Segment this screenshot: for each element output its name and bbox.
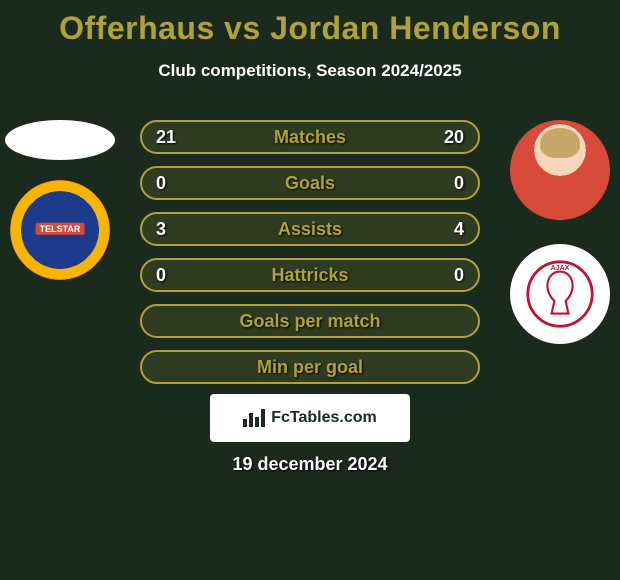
player1-avatar <box>5 120 115 160</box>
stat-value-left: 21 <box>156 127 196 148</box>
branding-badge: FcTables.com <box>210 394 410 442</box>
stat-value-left: 3 <box>156 219 196 240</box>
stat-label: Matches <box>196 127 424 148</box>
ajax-logo-icon: AJAX <box>525 259 595 329</box>
stat-row: 3Assists4 <box>140 212 480 246</box>
stat-row: Min per goal <box>140 350 480 384</box>
stat-value-right: 0 <box>424 173 464 194</box>
player2-club-crest: AJAX <box>510 244 610 344</box>
branding-text: FcTables.com <box>271 409 377 427</box>
stat-row: 0Goals0 <box>140 166 480 200</box>
date-label: 19 december 2024 <box>0 454 620 475</box>
stat-label: Min per goal <box>257 357 363 378</box>
player2-name: Jordan Henderson <box>270 10 561 46</box>
stats-table: 21Matches200Goals03Assists40Hattricks0Go… <box>140 120 480 396</box>
svg-text:AJAX: AJAX <box>551 265 570 272</box>
player1-column <box>0 100 120 280</box>
stat-label: Goals <box>196 173 424 194</box>
stat-value-right: 4 <box>424 219 464 240</box>
player1-club-crest <box>10 180 110 280</box>
player2-avatar <box>510 120 610 220</box>
stat-row: 21Matches20 <box>140 120 480 154</box>
stat-row: 0Hattricks0 <box>140 258 480 292</box>
stat-value-left: 0 <box>156 173 196 194</box>
stat-value-left: 0 <box>156 265 196 286</box>
stat-value-right: 20 <box>424 127 464 148</box>
player1-name: Offerhaus <box>59 10 215 46</box>
subtitle: Club competitions, Season 2024/2025 <box>0 61 620 81</box>
chart-icon <box>243 409 265 427</box>
player2-column: AJAX <box>500 100 620 344</box>
vs-text: vs <box>224 10 261 46</box>
stat-value-right: 0 <box>424 265 464 286</box>
page-title: Offerhaus vs Jordan Henderson <box>0 0 620 47</box>
stat-label: Goals per match <box>239 311 380 332</box>
stat-row: Goals per match <box>140 304 480 338</box>
stat-label: Assists <box>196 219 424 240</box>
stat-label: Hattricks <box>196 265 424 286</box>
